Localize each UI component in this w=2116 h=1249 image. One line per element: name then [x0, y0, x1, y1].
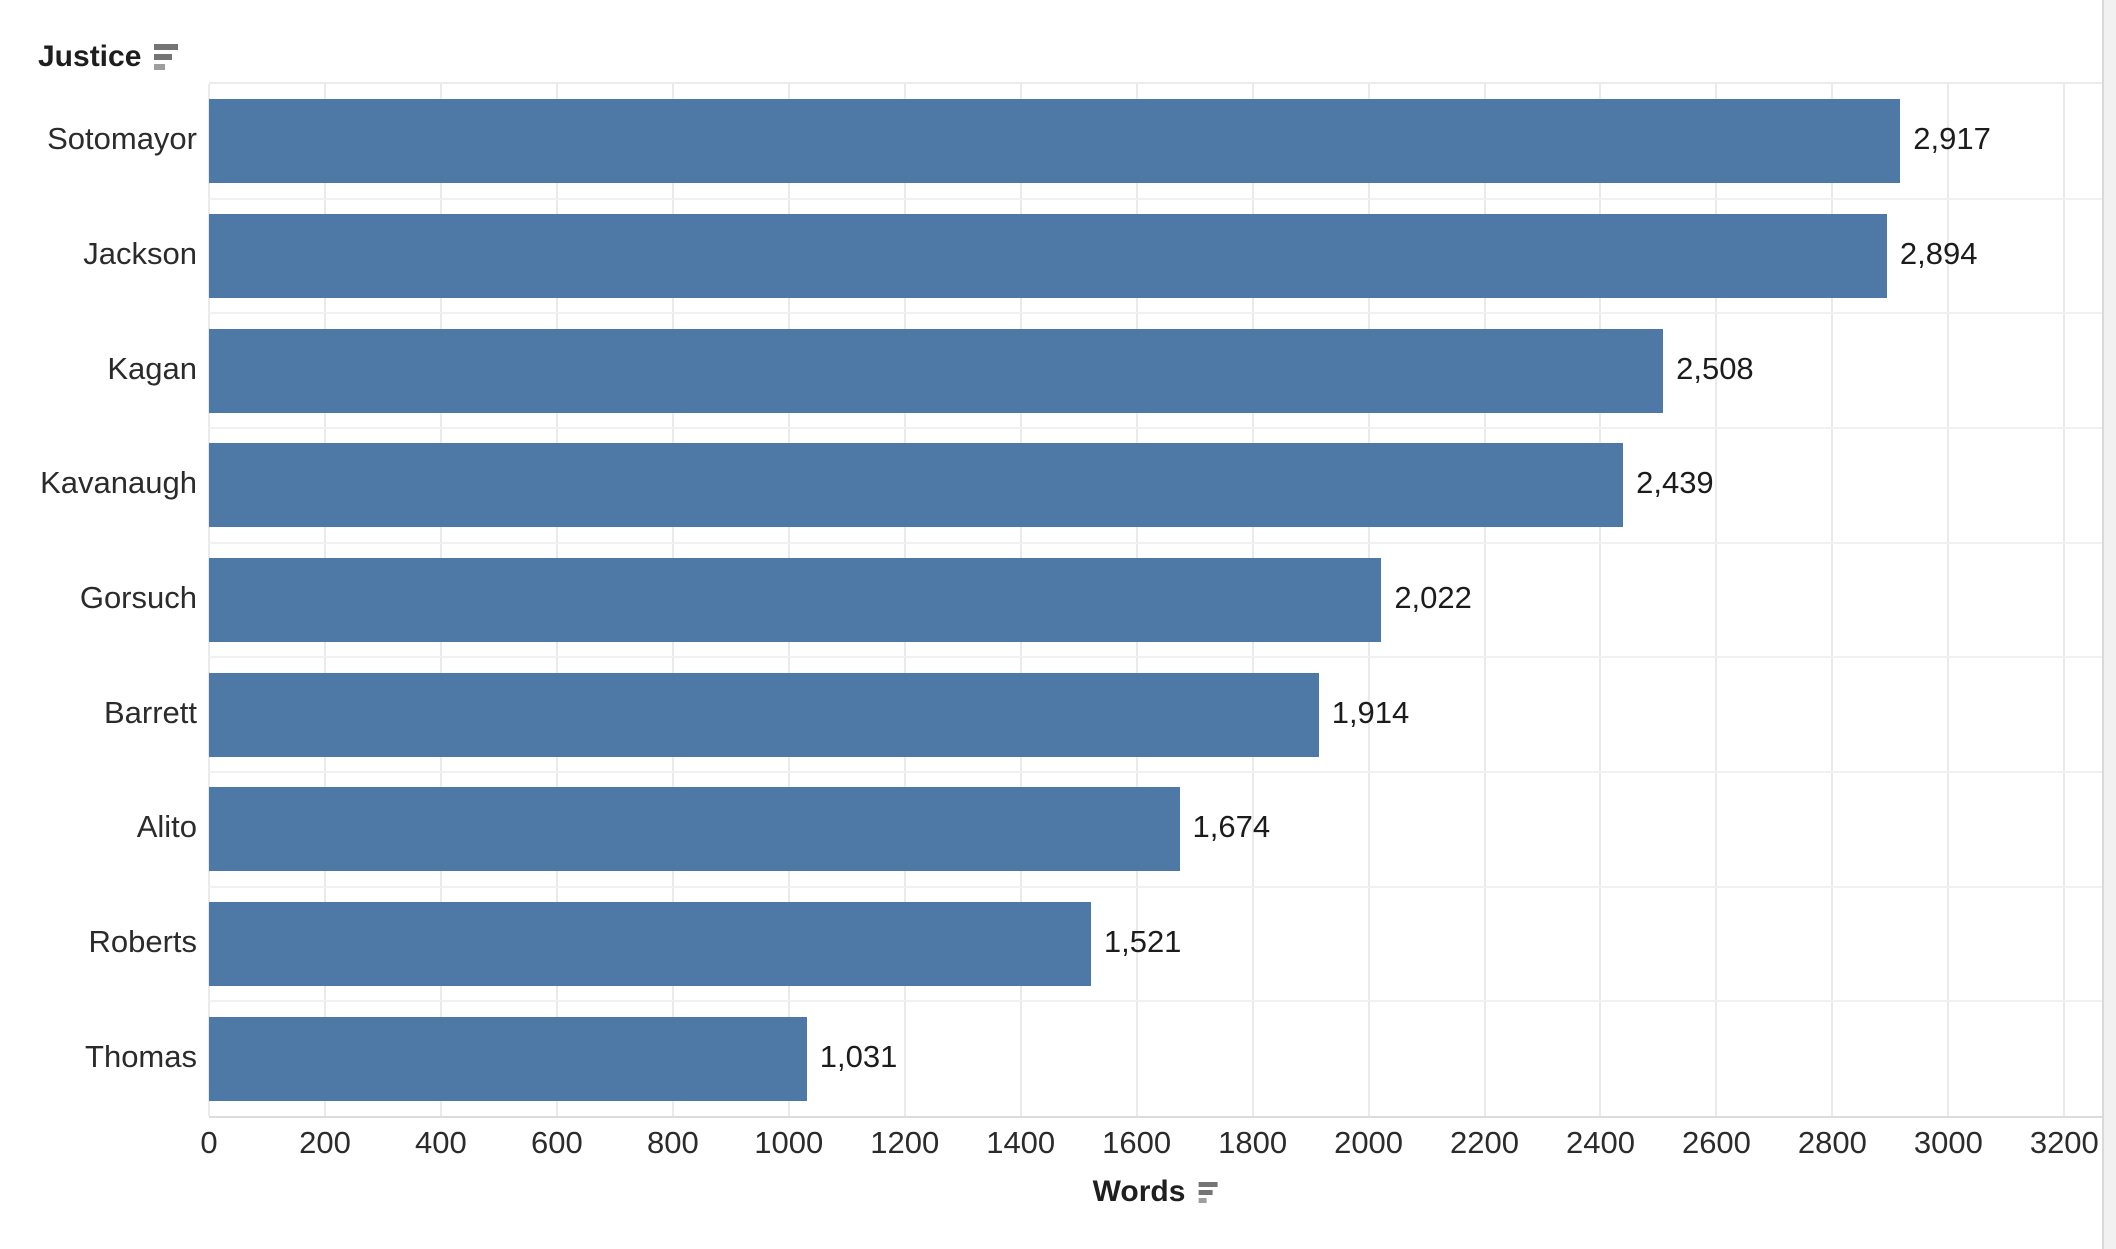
x-axis-tick-label: 2000 — [1334, 1125, 1404, 1160]
bar-thomas[interactable] — [209, 1016, 807, 1101]
x-axis-tick-label: 3200 — [2029, 1125, 2099, 1160]
category-label-barrett[interactable]: Barrett — [103, 694, 197, 730]
x-axis-title[interactable]: Words — [1093, 1175, 1218, 1209]
column-header-justice[interactable]: Justice — [38, 40, 179, 74]
x-axis-tick-label: 0 — [200, 1125, 218, 1160]
value-label-barrett: 1,914 — [1331, 694, 1410, 730]
bar-kagan[interactable] — [209, 328, 1664, 413]
category-label-kavanaugh[interactable]: Kavanaugh — [40, 465, 197, 501]
row-divider — [209, 427, 2102, 429]
bar-kavanaugh[interactable] — [209, 443, 1624, 528]
gridline — [1715, 84, 1718, 1116]
bar-roberts[interactable] — [209, 902, 1091, 986]
x-axis-tick-label: 400 — [415, 1125, 467, 1160]
value-label-alito: 1,674 — [1192, 809, 1271, 845]
category-label-kagan[interactable]: Kagan — [107, 350, 197, 386]
x-axis-tick-label: 2200 — [1450, 1125, 1519, 1160]
x-axis-tick-label: 200 — [299, 1125, 351, 1160]
bar-alito[interactable] — [209, 787, 1180, 872]
row-divider — [209, 885, 2102, 888]
x-axis-tick-label: 1200 — [870, 1125, 940, 1160]
row-divider — [209, 197, 2102, 200]
category-label-gorsuch[interactable]: Gorsuch — [79, 580, 197, 615]
category-label-jackson[interactable]: Jackson — [83, 236, 197, 271]
bar-jackson[interactable] — [209, 214, 1887, 298]
value-label-roberts: 1,521 — [1103, 924, 1182, 959]
gridline — [1599, 84, 1602, 1116]
row-divider — [209, 541, 2102, 544]
row-divider — [209, 312, 2102, 315]
x-axis-title-label: Words — [1092, 1175, 1186, 1208]
value-label-sotomayor: 2,917 — [1913, 121, 1991, 157]
gridline — [1831, 84, 1834, 1116]
x-axis-tick-label: 3000 — [1913, 1125, 1983, 1160]
bar-barrett[interactable] — [209, 672, 1319, 757]
value-label-kavanaugh: 2,439 — [1636, 465, 1714, 501]
scrollbar-track[interactable] — [2102, 0, 2116, 1249]
row-divider — [209, 1000, 2102, 1003]
category-label-thomas[interactable]: Thomas — [85, 1038, 197, 1074]
bar-sotomayor[interactable] — [209, 99, 1901, 184]
chart-pane — [208, 82, 2102, 1118]
x-axis-tick-label: 600 — [530, 1125, 583, 1160]
value-label-jackson: 2,894 — [1899, 236, 1978, 271]
column-header-label: Justice — [38, 40, 142, 73]
gridline — [1947, 84, 1950, 1116]
bar-gorsuch[interactable] — [209, 558, 1382, 642]
x-axis-tick-label: 2400 — [1566, 1125, 1635, 1160]
x-axis-tick-label: 2800 — [1797, 1125, 1867, 1160]
value-label-thomas: 1,031 — [819, 1038, 898, 1074]
row-divider — [209, 771, 2102, 773]
category-label-sotomayor[interactable]: Sotomayor — [47, 121, 197, 157]
justice-sort-descending-icon[interactable] — [154, 44, 179, 70]
value-label-gorsuch: 2,022 — [1394, 580, 1472, 615]
x-axis-tick-label: 800 — [646, 1125, 699, 1160]
gridline — [2063, 84, 2066, 1116]
category-label-roberts[interactable]: Roberts — [88, 924, 197, 959]
gridline — [1483, 84, 1486, 1116]
category-label-alito[interactable]: Alito — [136, 809, 197, 845]
x-axis-tick-label: 2600 — [1681, 1125, 1751, 1160]
value-label-kagan: 2,508 — [1676, 350, 1754, 386]
words-sort-descending-icon[interactable] — [1198, 1181, 1218, 1203]
row-divider — [209, 656, 2102, 659]
x-axis-tick-label: 1400 — [986, 1125, 1056, 1160]
x-axis-tick-label: 1000 — [754, 1125, 824, 1160]
x-axis-tick-label: 1800 — [1218, 1125, 1288, 1160]
x-axis-tick-label: 1600 — [1102, 1125, 1172, 1160]
